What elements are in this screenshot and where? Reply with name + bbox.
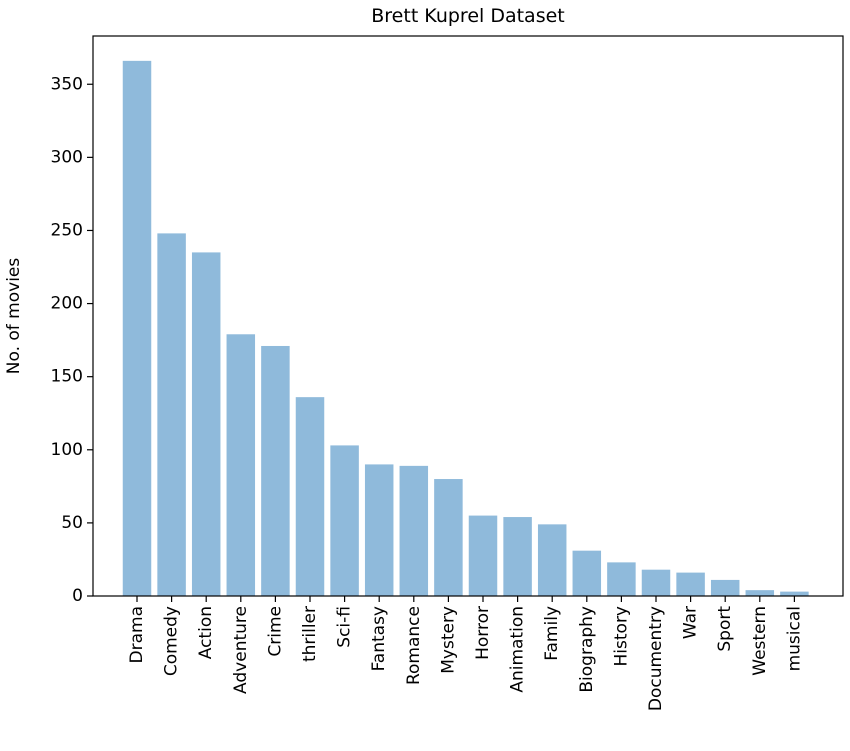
x-tick-label: Romance <box>404 606 424 685</box>
bar-romance <box>399 465 429 596</box>
bar-fantasy <box>364 464 394 596</box>
bar-thriller <box>295 397 325 596</box>
x-tick-label: History <box>611 606 631 666</box>
x-tick-label: Horror <box>473 606 493 660</box>
y-tick-label: 250 <box>51 220 83 240</box>
x-tick-label: Comedy <box>162 606 182 676</box>
y-tick-label: 100 <box>51 440 83 460</box>
x-tick-label: Mystery <box>438 606 458 674</box>
x-axis-ticks: Drama Comedy Action Adventure Crime thriller S… <box>127 596 804 711</box>
y-axis-label: No. of movies <box>4 258 24 375</box>
y-tick-label: 150 <box>51 367 83 387</box>
bar-documentry <box>641 569 671 596</box>
bar-history <box>607 562 636 596</box>
x-tick-label: thriller <box>300 606 320 662</box>
bar-sci-fi <box>330 445 359 596</box>
bar-adventure <box>226 334 256 596</box>
bar-sport <box>710 579 740 596</box>
y-tick-label: 300 <box>51 147 83 167</box>
y-tick-label: 50 <box>61 513 83 533</box>
bar-biography <box>572 550 602 596</box>
y-tick-label: 200 <box>51 294 83 314</box>
bar-comedy <box>157 233 186 596</box>
chart-title: Brett Kuprel Dataset <box>371 5 564 27</box>
x-tick-label: Animation <box>508 606 528 693</box>
x-tick-label: Documentry <box>646 606 666 711</box>
x-tick-label: Drama <box>127 606 147 663</box>
bar-musical <box>780 591 809 596</box>
x-tick-label: Crime <box>265 606 285 657</box>
x-tick-label: Sport <box>715 606 735 652</box>
bars-group <box>122 60 809 597</box>
x-tick-label: War <box>681 606 701 639</box>
y-tick-label: 0 <box>72 586 83 606</box>
x-tick-label: Biography <box>577 606 597 693</box>
x-tick-label: Family <box>542 606 562 661</box>
bar-western <box>745 590 775 596</box>
x-tick-label: Adventure <box>231 606 251 694</box>
x-tick-label: musical <box>784 606 804 671</box>
x-tick-label: Sci-fi <box>335 606 355 648</box>
bar-mystery <box>434 479 463 596</box>
x-tick-label: Action <box>196 606 216 659</box>
bar-drama <box>122 60 152 597</box>
bar-crime <box>261 345 290 596</box>
x-tick-label: Western <box>750 606 770 676</box>
bar-animation <box>503 517 532 596</box>
bar-action <box>191 252 221 597</box>
y-axis-ticks: 0 50 100 150 200 250 300 350 <box>51 74 93 606</box>
bar-war <box>676 572 705 596</box>
plot-area-frame <box>92 35 844 597</box>
x-tick-label: Fantasy <box>369 606 389 671</box>
bar-family <box>537 524 567 596</box>
bar-horror <box>468 515 498 596</box>
y-tick-label: 350 <box>51 74 83 94</box>
